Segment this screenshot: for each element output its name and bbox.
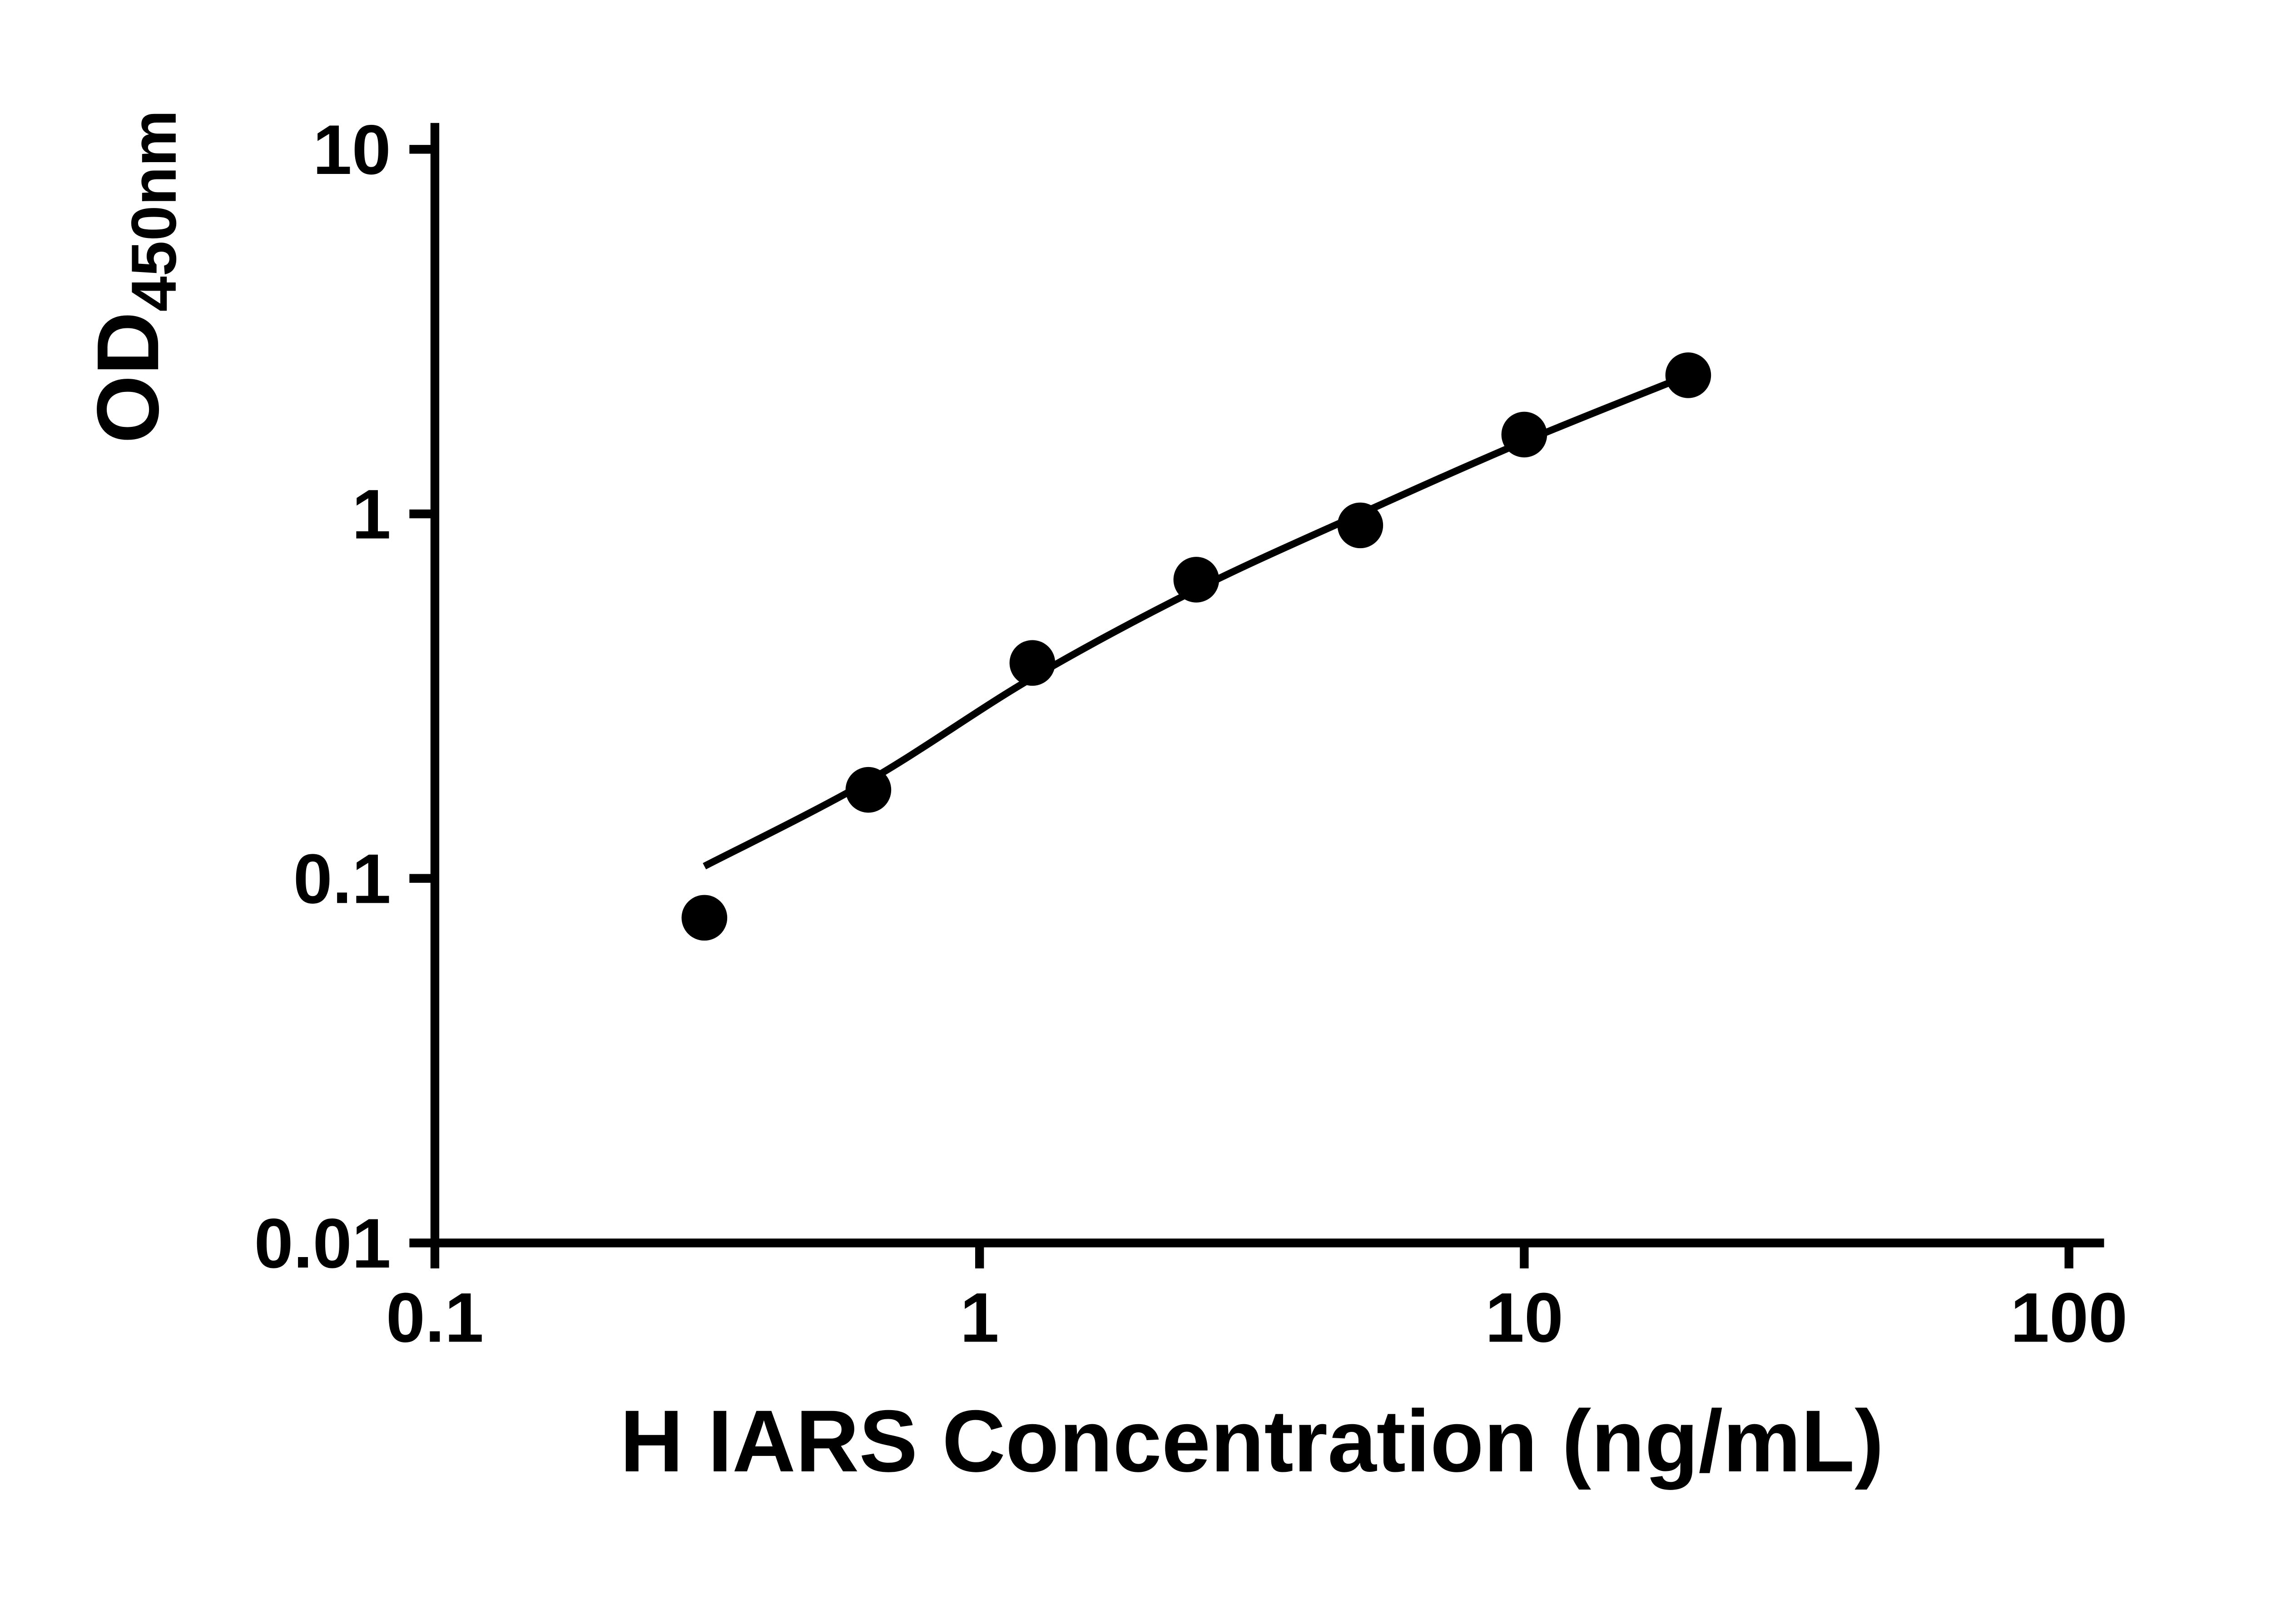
data-point [1501,411,1547,458]
data-point [681,895,728,941]
data-point [1665,352,1711,398]
elisa-standard-curve-figure: 0.1 1 10 100 0.01 0.1 1 10 H IARS Concentration… [79,110,2128,1490]
data-point [1173,557,1220,603]
y-axis-title: OD450nm [79,110,189,443]
data-point [845,767,892,813]
data-point [1009,640,1056,686]
y-tick-label: 0.1 [293,839,391,918]
x-axis-title: H IARS Concentration (ng/mL) [620,1392,1884,1490]
x-tick-label: 0.1 [386,1278,484,1357]
y-tick-label: 1 [352,475,391,554]
x-tick-label: 10 [1485,1278,1563,1357]
y-tick-label: 0.01 [254,1204,391,1282]
x-tick-label: 100 [2010,1278,2127,1357]
y-axis-title-main: OD [79,312,177,443]
y-tick-label: 10 [313,110,391,189]
x-tick-label: 1 [960,1278,999,1357]
y-axis-title-subscript: 450nm [118,110,189,312]
data-point [1337,502,1383,549]
